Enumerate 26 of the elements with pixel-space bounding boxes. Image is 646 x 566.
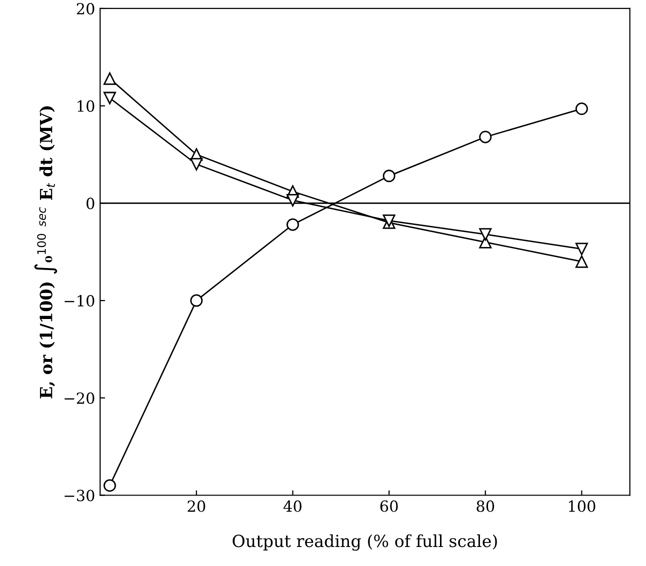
point (575, 242, 588, 256)
x-tick-label: 100 (568, 500, 596, 512)
y-axis-title: E, or (1/100) ∫₀$^{100 sec}$ E$_{t}$ dt (MV) (34, 106, 58, 398)
x-tick-label: 40 (284, 500, 302, 512)
point (382, 170, 396, 182)
point (286, 218, 300, 231)
point (479, 130, 492, 144)
y-tick-label: −30 (64, 490, 94, 502)
x-tick-label: 80 (476, 500, 494, 512)
point (104, 92, 116, 104)
point (575, 102, 588, 116)
x-tick-label: 60 (380, 500, 398, 512)
y-tick-label: −20 (64, 392, 94, 404)
point (286, 194, 300, 207)
point (190, 158, 203, 171)
x-axis-title: Output reading (% of full scale) (232, 534, 497, 551)
y-tick-label: 10 (78, 100, 94, 112)
point (104, 72, 116, 85)
x-tick-label: 20 (188, 500, 206, 512)
y-tick-label: 20 (76, 2, 94, 15)
point (104, 479, 116, 492)
point (190, 294, 203, 307)
point (575, 255, 588, 268)
y-tick-label: 0 (86, 198, 94, 210)
point (479, 228, 492, 241)
y-tick-label: −10 (64, 295, 94, 307)
